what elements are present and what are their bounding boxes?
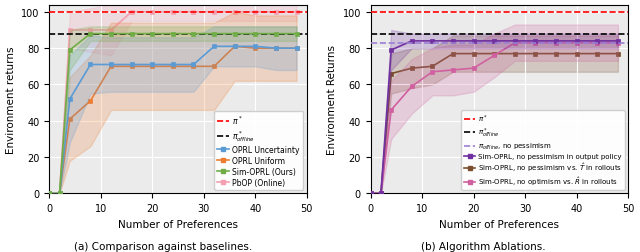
X-axis label: Number of Preferences: Number of Preferences [440,219,559,229]
Legend: $\pi^*$, $\pi^*_{\mathit{offline}}$, $\pi_{\mathit{offline}}$, no pessimism, Sim: $\pi^*$, $\pi^*_{\mathit{offline}}$, $\p… [461,111,625,190]
X-axis label: Number of Preferences: Number of Preferences [118,219,238,229]
Text: (a) Comparison against baselines.: (a) Comparison against baselines. [74,241,252,251]
Text: (b) Algorithm Ablations.: (b) Algorithm Ablations. [421,241,545,251]
Y-axis label: Environment Returns: Environment Returns [327,45,337,154]
Legend: $\pi^*$, $\pi^*_{\mathit{offline}}$, OPRL Uncertainty, OPRL Uniform, Sim-OPRL (O: $\pi^*$, $\pi^*_{\mathit{offline}}$, OPR… [214,111,303,190]
Y-axis label: Environment returns: Environment returns [6,46,15,153]
